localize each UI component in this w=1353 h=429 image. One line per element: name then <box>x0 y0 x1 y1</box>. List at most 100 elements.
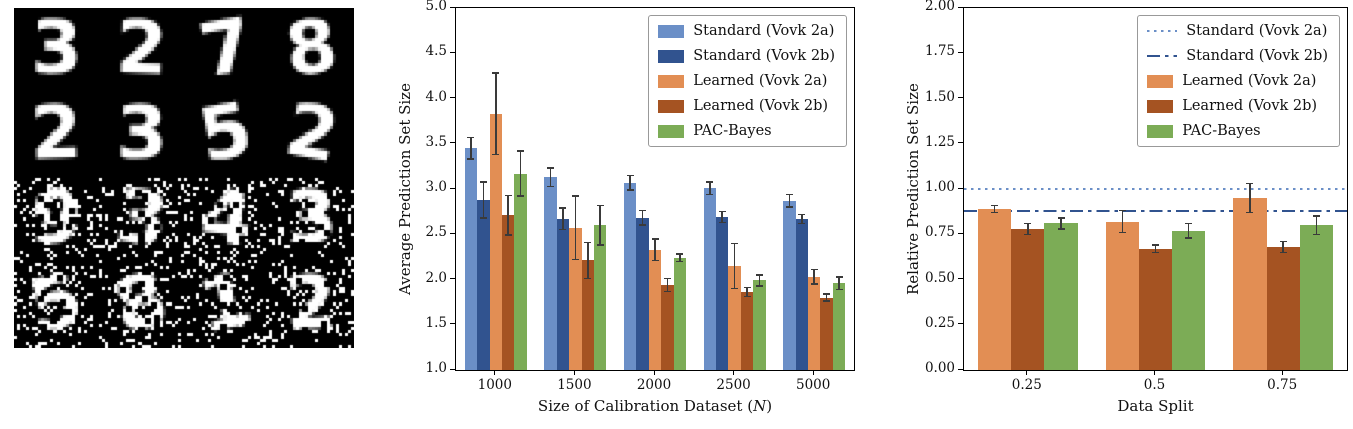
y-tick-mark <box>450 323 455 325</box>
y-tick-label: 3.5 <box>425 133 447 150</box>
x-axis-label-text: Data Split <box>1117 397 1194 415</box>
bar <box>569 227 582 370</box>
error-bar-cap <box>626 174 634 177</box>
y-tick-mark <box>958 323 963 325</box>
error-bar <box>1027 223 1029 235</box>
error-bar-cap <box>547 167 555 169</box>
bar <box>489 113 502 370</box>
y-tick-mark <box>450 6 455 8</box>
y-tick-label: 1.5 <box>425 314 447 331</box>
y-tick-label: 1.00 <box>924 179 955 195</box>
error-bar-cap <box>1279 240 1287 243</box>
y-tick-mark <box>958 187 963 189</box>
bar <box>1044 223 1078 370</box>
error-bar <box>507 195 509 236</box>
error-bar-cap <box>706 193 714 196</box>
y-tick-mark <box>958 368 963 370</box>
legend-swatch <box>658 24 685 38</box>
error-bar <box>709 181 711 195</box>
error-bar-cap <box>743 286 751 289</box>
bar <box>556 218 570 370</box>
error-bar <box>1154 245 1157 253</box>
error-bar <box>1121 210 1124 233</box>
error-bar-cap <box>676 260 684 263</box>
error-bar-cap <box>584 241 592 244</box>
error-bar <box>666 278 669 292</box>
bar <box>477 199 490 370</box>
y-tick-mark <box>450 278 455 279</box>
error-bar-cap <box>547 185 555 188</box>
plot-area: Standard (Vovk 2a) Standard (Vovk 2b) Lear… <box>963 7 1348 371</box>
error-bar-cap <box>785 193 793 196</box>
error-bar-cap <box>1312 215 1320 217</box>
error-bar <box>654 238 656 261</box>
legend-entry: Standard (Vovk 2b) <box>1147 48 1328 64</box>
bar <box>795 218 808 370</box>
bar <box>715 217 729 370</box>
error-bar-cap <box>810 268 818 271</box>
bar <box>807 276 821 370</box>
error-bar <box>599 205 601 246</box>
y-tick-mark <box>958 232 963 234</box>
error-bar <box>825 293 828 302</box>
error-bar <box>519 150 522 197</box>
error-bar-cap <box>718 221 726 224</box>
error-bar <box>574 196 577 260</box>
legend-label: PAC-Bayes <box>693 123 772 139</box>
y-tick-label: 3.0 <box>425 179 447 195</box>
y-tick-label: 1.0 <box>425 360 447 376</box>
y-tick-mark <box>450 97 455 98</box>
y-tick-label: 1.25 <box>924 133 955 150</box>
y-tick-label: 0.75 <box>924 224 955 241</box>
x-tick-mark <box>494 370 496 375</box>
bar <box>740 292 754 370</box>
y-tick-label: 2.5 <box>425 224 447 241</box>
x-tick-label: 0.5 <box>1143 377 1166 393</box>
error-bar-cap <box>479 217 487 219</box>
error-bar-cap <box>835 276 843 278</box>
y-tick-label: 0.50 <box>924 269 955 286</box>
error-bar-cap <box>810 283 818 285</box>
bar <box>544 177 557 370</box>
error-bar-cap <box>1279 251 1287 254</box>
y-tick-label: 2.00 <box>924 0 955 14</box>
bar <box>1172 230 1206 370</box>
error-bar <box>1060 217 1062 229</box>
bar <box>1105 221 1139 370</box>
error-bar <box>838 276 840 290</box>
error-bar <box>587 242 589 279</box>
x-axis-label-variable: N <box>753 397 767 415</box>
error-bar-cap <box>676 253 684 255</box>
bar <box>978 208 1012 370</box>
error-bar-cap <box>1152 251 1159 254</box>
error-bar <box>788 194 791 208</box>
error-bar <box>746 287 748 297</box>
y-tick-label: 4.0 <box>425 88 447 105</box>
error-bar <box>1282 241 1284 253</box>
y-tick-mark <box>958 97 963 98</box>
error-bar-cap <box>596 204 604 207</box>
error-bar-cap <box>743 295 751 298</box>
error-bar-cap <box>651 238 659 240</box>
average-set-size-chart: Average Prediction Set Size Standard (Vo… <box>390 0 870 429</box>
error-bar-cap <box>823 300 831 302</box>
error-bar-cap <box>467 136 475 139</box>
bar <box>832 283 846 370</box>
bar <box>623 182 637 370</box>
x-tick-mark <box>573 370 575 375</box>
error-bar-cap <box>1024 222 1032 225</box>
error-bar <box>495 73 497 155</box>
bar <box>464 148 478 370</box>
error-bar <box>562 208 564 230</box>
y-tick-mark <box>450 232 455 234</box>
legend-entry: Learned (Vovk 2a) <box>658 73 835 89</box>
error-bar-cap <box>1118 231 1126 234</box>
error-bar <box>813 269 815 284</box>
error-bar-cap <box>835 288 843 291</box>
legend-line-sample <box>1147 29 1178 33</box>
bar <box>1233 198 1267 370</box>
error-bar-cap <box>467 158 475 160</box>
error-bar-cap <box>492 153 500 156</box>
error-bar-cap <box>785 206 793 208</box>
error-bar-cap <box>1152 244 1159 246</box>
